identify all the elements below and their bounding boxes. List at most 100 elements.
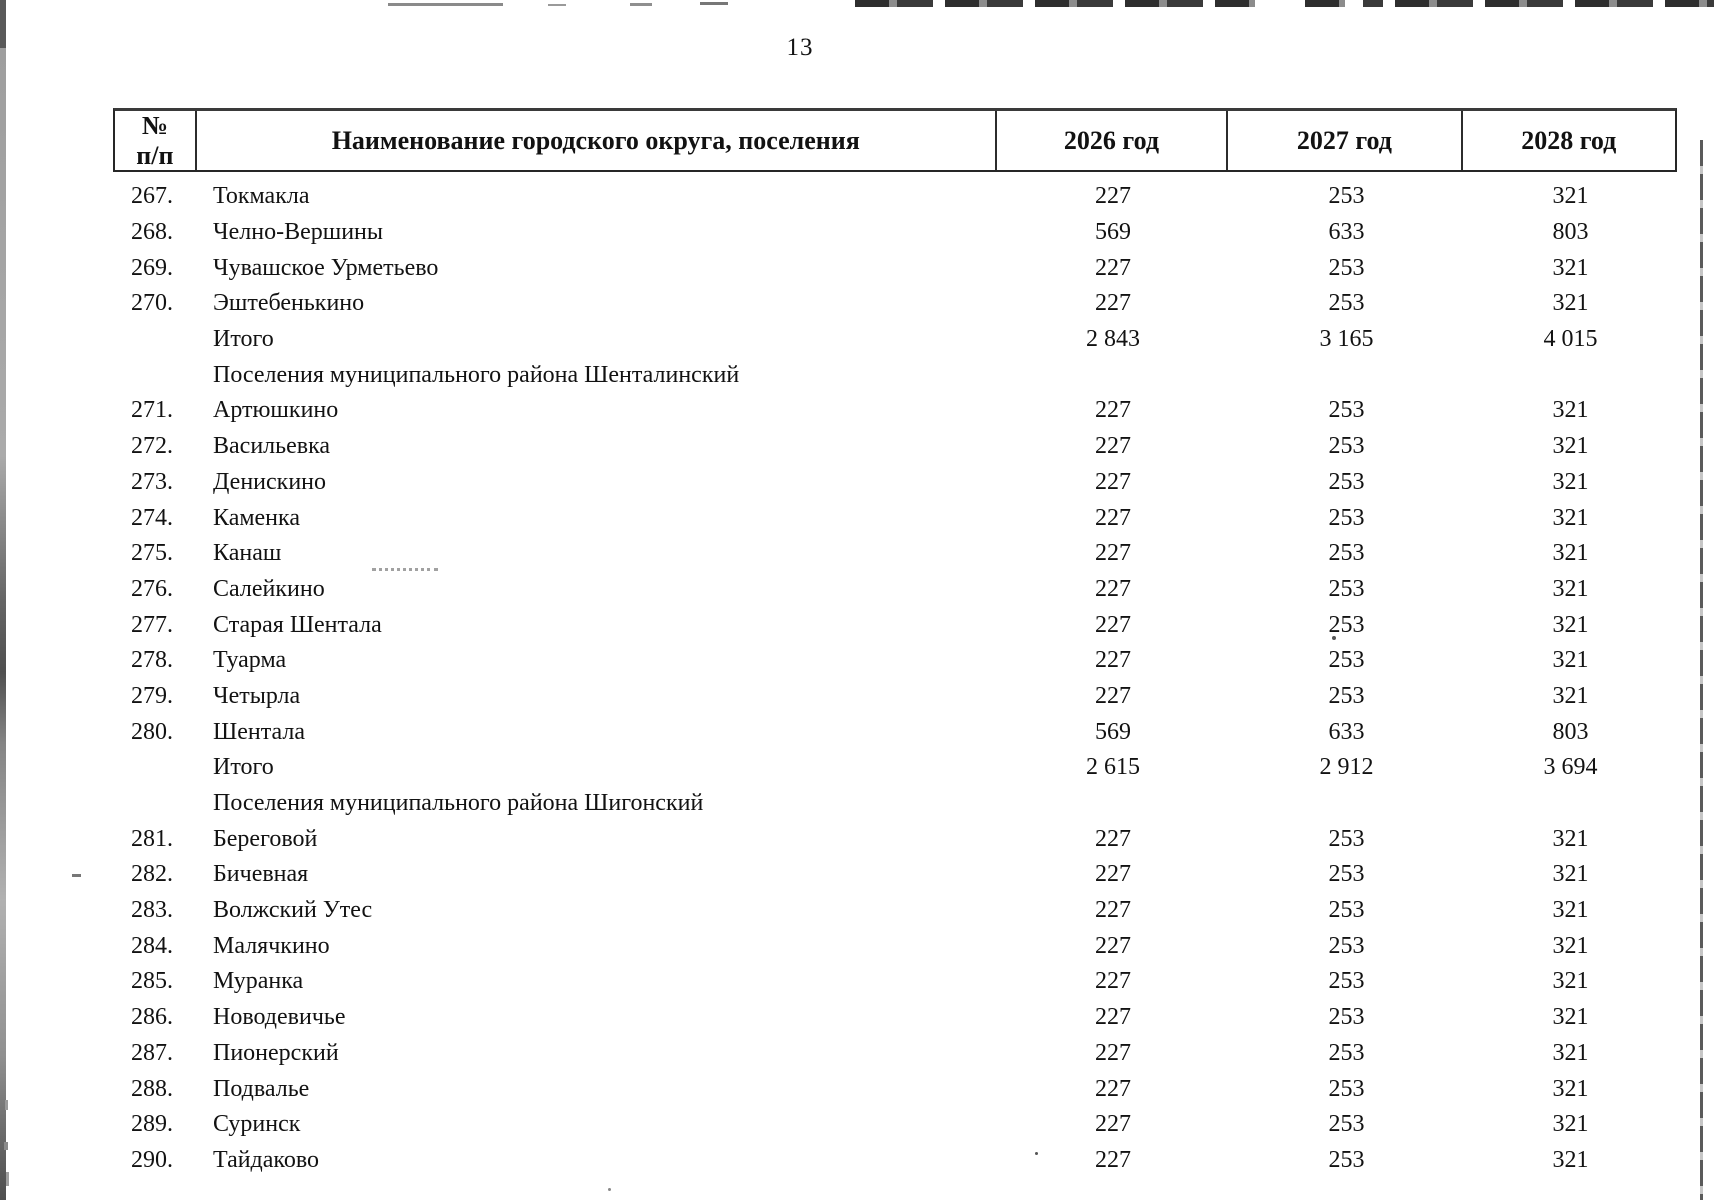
table-row: 272. Васильевка 227 253 321 [113,429,1677,465]
scan-artifact-segment [388,3,503,6]
value-2027: 253 [1328,575,1365,602]
scan-speck [4,1142,8,1150]
table-header-row: № п/п Наименование городского округа, по… [113,108,1677,172]
value-2028: 803 [1552,219,1589,246]
total-row: Итого 2 843 3 165 4 015 [113,322,1677,358]
row-number: 282. [131,861,173,888]
budget-table: № п/п Наименование городского округа, по… [113,108,1677,1173]
settlement-name: Суринск [213,1111,301,1138]
value-2027: 253 [1328,647,1365,674]
value-2027: 253 [1328,504,1365,531]
scan-artifact-left-edge [0,0,6,1200]
row-number: 284. [131,932,173,959]
table-body: 267. Токмакла 227 253 321 268. Челно-Вершины 56… [113,179,1677,1178]
scan-artifact-segment [700,2,728,5]
value-2026: 227 [1095,1004,1131,1031]
settlement-name: Пионерский [213,1039,339,1066]
value-2026: 2 615 [1086,754,1140,781]
value-2028: 321 [1552,540,1589,567]
value-2027: 3 165 [1319,326,1374,353]
row-number: 269. [131,254,173,281]
value-2028: 321 [1552,468,1589,495]
value-2026: 227 [1095,468,1131,495]
table-row: 288. Подвалье 227 253 321 [113,1071,1677,1107]
value-2027: 633 [1328,718,1365,745]
row-number: 268. [131,219,173,246]
value-2028: 4 015 [1543,326,1598,353]
table-row: 285. Муранка 227 253 321 [113,964,1677,1000]
row-number: 277. [131,611,173,638]
value-2028: 321 [1552,611,1589,638]
value-2028: 803 [1552,718,1589,745]
table-row: 279. Четырла 227 253 321 [113,679,1677,715]
row-number: 274. [131,504,173,531]
scan-speck [6,1172,9,1186]
value-2027: 253 [1328,1075,1365,1102]
table-row: 280. Шентала 569 633 803 [113,714,1677,750]
value-2028: 321 [1552,968,1589,995]
value-2027: 253 [1328,540,1365,567]
value-2026: 227 [1095,1039,1131,1066]
table-row: 287. Пионерский 227 253 321 [113,1036,1677,1072]
value-2027: 253 [1328,1111,1365,1138]
scan-speck [608,1188,611,1191]
table-row: 269. Чувашское Урметьево 227 253 321 [113,250,1677,286]
value-2028: 321 [1552,1146,1589,1173]
settlement-name: Итого [213,326,274,353]
value-2026: 227 [1095,647,1131,674]
value-2028: 321 [1552,504,1589,531]
value-2026: 227 [1095,682,1131,709]
row-number: 272. [131,433,173,460]
value-2028: 321 [1552,682,1589,709]
value-2026: 227 [1095,433,1131,460]
value-2026: 227 [1095,1075,1131,1102]
row-number: 286. [131,1004,173,1031]
settlement-name: Токмакла [213,183,310,210]
header-cell-number: № п/п [115,111,197,170]
scan-speck [1035,1152,1038,1155]
value-2026: 227 [1095,968,1131,995]
settlement-name: Тайдаково [213,1146,320,1173]
value-2026: 227 [1095,183,1131,210]
settlement-name: Канаш [213,540,282,567]
header-2027-label: 2027 год [1296,125,1392,155]
value-2027: 2 912 [1319,754,1374,781]
section-row: Поселения муниципального района Шенталин… [113,357,1677,393]
value-2026: 227 [1095,397,1131,424]
settlement-name: Итого [213,754,274,781]
value-2028: 321 [1552,254,1589,281]
row-number: 271. [131,397,173,424]
value-2027: 253 [1328,611,1365,638]
row-number: 283. [131,897,173,924]
settlement-name: Артюшкино [213,397,339,424]
value-2027: 253 [1328,468,1365,495]
value-2028: 321 [1552,1075,1589,1102]
value-2026: 227 [1095,254,1131,281]
value-2027: 253 [1328,897,1365,924]
value-2026: 569 [1095,718,1131,745]
value-2027: 253 [1328,682,1365,709]
settlement-name: Чувашское Урметьево [213,254,439,281]
value-2027: 253 [1328,1004,1365,1031]
table-row: 270. Эштебенькино 227 253 321 [113,286,1677,322]
value-2026: 227 [1095,290,1131,317]
table-row: 281. Береговой 227 253 321 [113,821,1677,857]
table-row: 275. Канаш 227 253 321 [113,536,1677,572]
row-number: 289. [131,1111,173,1138]
value-2027: 253 [1328,433,1365,460]
page-number: 13 [786,34,814,61]
row-number: 276. [131,575,173,602]
header-cell-2027: 2027 год [1228,111,1463,170]
settlement-name: Эштебенькино [213,290,365,317]
value-2028: 321 [1552,932,1589,959]
value-2028: 321 [1552,861,1589,888]
header-cell-name: Наименование городского округа, поселени… [197,111,997,170]
value-2027: 253 [1328,290,1365,317]
table-row: 282. Бичевная 227 253 321 [113,857,1677,893]
value-2028: 3 694 [1543,754,1598,781]
settlement-name: Малячкино [213,932,330,959]
row-number: 280. [131,718,173,745]
row-number: 290. [131,1146,173,1173]
total-row: Итого 2 615 2 912 3 694 [113,750,1677,786]
value-2027: 253 [1328,183,1365,210]
